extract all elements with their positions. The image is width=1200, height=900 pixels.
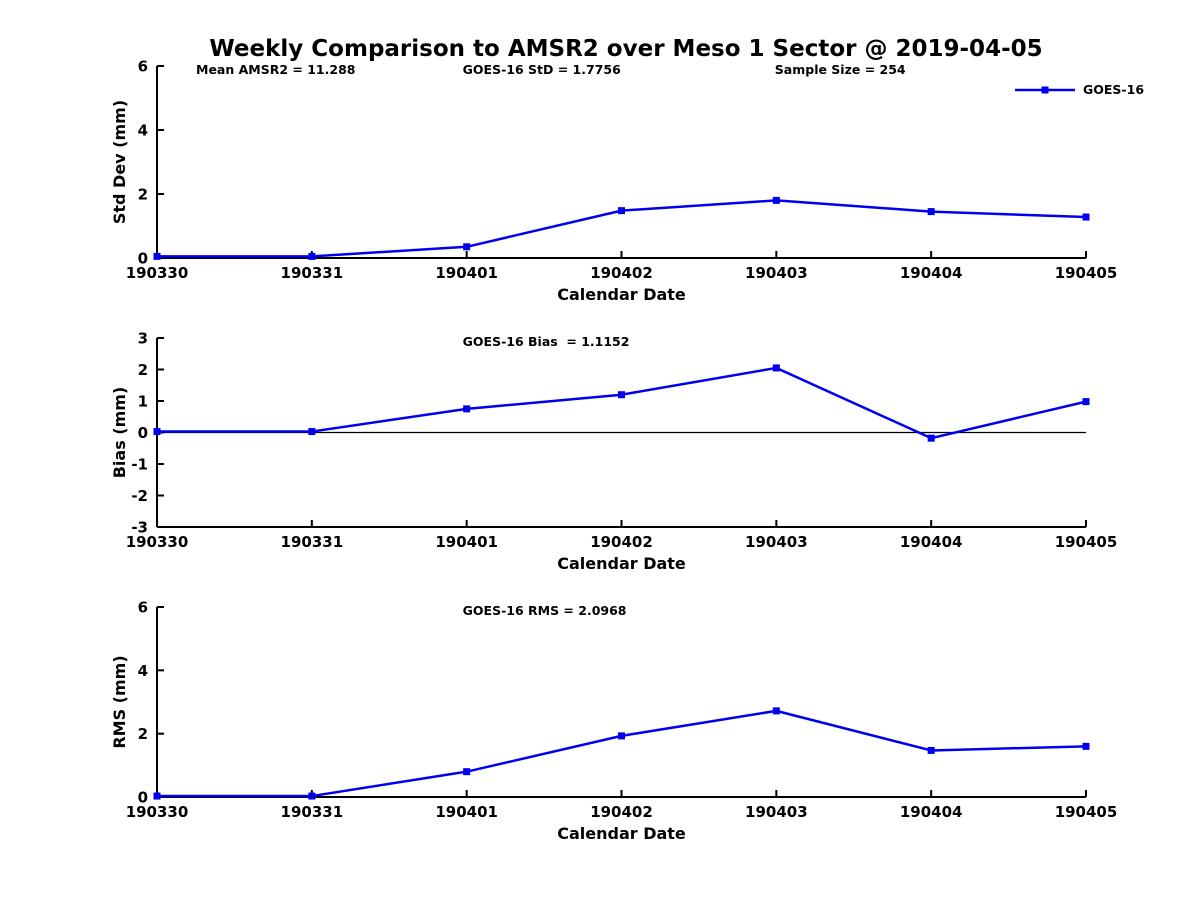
data-point-marker [927,208,935,216]
x-axis-label: Calendar Date [557,554,686,573]
x-tick-label: 190330 [126,264,189,282]
data-point-marker [308,792,316,800]
x-tick-label: 190401 [435,803,498,821]
data-point-marker [463,243,471,251]
x-tick-label: 190405 [1055,533,1118,551]
data-point-marker [308,252,316,260]
figure-title: Weekly Comparison to AMSR2 over Meso 1 S… [209,36,1043,62]
y-tick-label: 2 [138,725,148,743]
y-tick-label: -2 [131,487,148,505]
x-axis-label: Calendar Date [557,824,686,843]
y-tick-label: 2 [138,186,148,204]
data-point-marker [153,792,161,800]
data-point-marker [618,207,625,215]
data-point-marker [772,364,780,372]
data-point-marker [772,707,780,715]
x-tick-label: 190401 [435,533,498,551]
chart-annotation: Mean AMSR2 = 11.288 [196,62,355,77]
data-point-marker [463,768,471,776]
x-tick-label: 190330 [126,803,189,821]
y-tick-label: 0 [138,424,148,442]
chart-annotation: GOES-16 Bias = 1.1152 [463,334,630,349]
data-point-marker [772,196,780,204]
data-point-marker [618,391,625,399]
data-point-marker [463,405,471,413]
x-tick-label: 190405 [1055,264,1118,282]
data-point-marker [153,428,161,436]
y-tick-label: 3 [138,330,148,348]
legend: GOES-16 [1014,82,1144,97]
data-point-marker [1082,398,1090,406]
chart-annotation: GOES-16 RMS = 2.0968 [463,603,627,618]
data-point-marker [1082,213,1090,221]
series-line-goes-16 [157,709,1087,798]
data-point-marker [308,428,316,436]
x-tick-label: 190405 [1055,803,1118,821]
x-tick-label: 190402 [590,264,653,282]
y-axis-label: Bias (mm) [110,387,129,479]
x-tick-label: 190401 [435,264,498,282]
y-tick-label: -3 [131,519,148,537]
x-tick-label: 190331 [281,803,344,821]
chart-rms: 0 2 4 6 190330 190331 190401 190402 190403 190404… [110,599,1118,844]
legend-line-marker-icon [1015,86,1075,93]
x-tick-label: 190330 [126,533,189,551]
y-tick-label: 0 [138,789,148,807]
chart-annotation: Sample Size = 254 [775,62,906,77]
x-tick-label: 190404 [900,264,963,282]
data-point-marker [927,746,935,754]
y-tick-label: 0 [138,250,148,268]
data-point-marker [927,434,935,442]
x-tick-label: 190404 [900,533,963,551]
x-tick-label: 190404 [900,803,963,821]
y-axis-label: RMS (mm) [110,655,129,748]
y-tick-label: 4 [138,122,148,140]
x-tick-label: 190402 [590,533,653,551]
data-point-marker [1082,742,1090,750]
y-tick-label: 6 [138,599,148,617]
x-tick-label: 190403 [745,264,808,282]
chart-std-dev: 0 2 4 6 190330 190331 190401 190402 190403 190404… [110,58,1118,305]
y-tick-label: 6 [138,58,148,76]
series-line-goes-16 [157,366,1087,440]
chart-annotation: GOES-16 StD = 1.7756 [463,62,621,77]
x-tick-label: 190331 [281,533,344,551]
legend-label: GOES-16 [1083,82,1145,97]
x-tick-label: 190331 [281,264,344,282]
data-point-marker [618,732,625,740]
x-tick-label: 190403 [745,533,808,551]
x-tick-label: 190403 [745,803,808,821]
x-axis-label: Calendar Date [557,285,686,304]
y-tick-label: 2 [138,361,148,379]
x-tick-label: 190402 [590,803,653,821]
y-tick-label: 4 [138,662,148,680]
y-tick-label: -1 [131,456,148,474]
y-axis-label: Std Dev (mm) [110,100,129,224]
data-point-marker [153,252,161,260]
chart-bias: -3 -2 -1 0 1 2 3 190330 190331 190401 190402 190403… [110,330,1118,574]
y-tick-label: 1 [138,393,148,411]
